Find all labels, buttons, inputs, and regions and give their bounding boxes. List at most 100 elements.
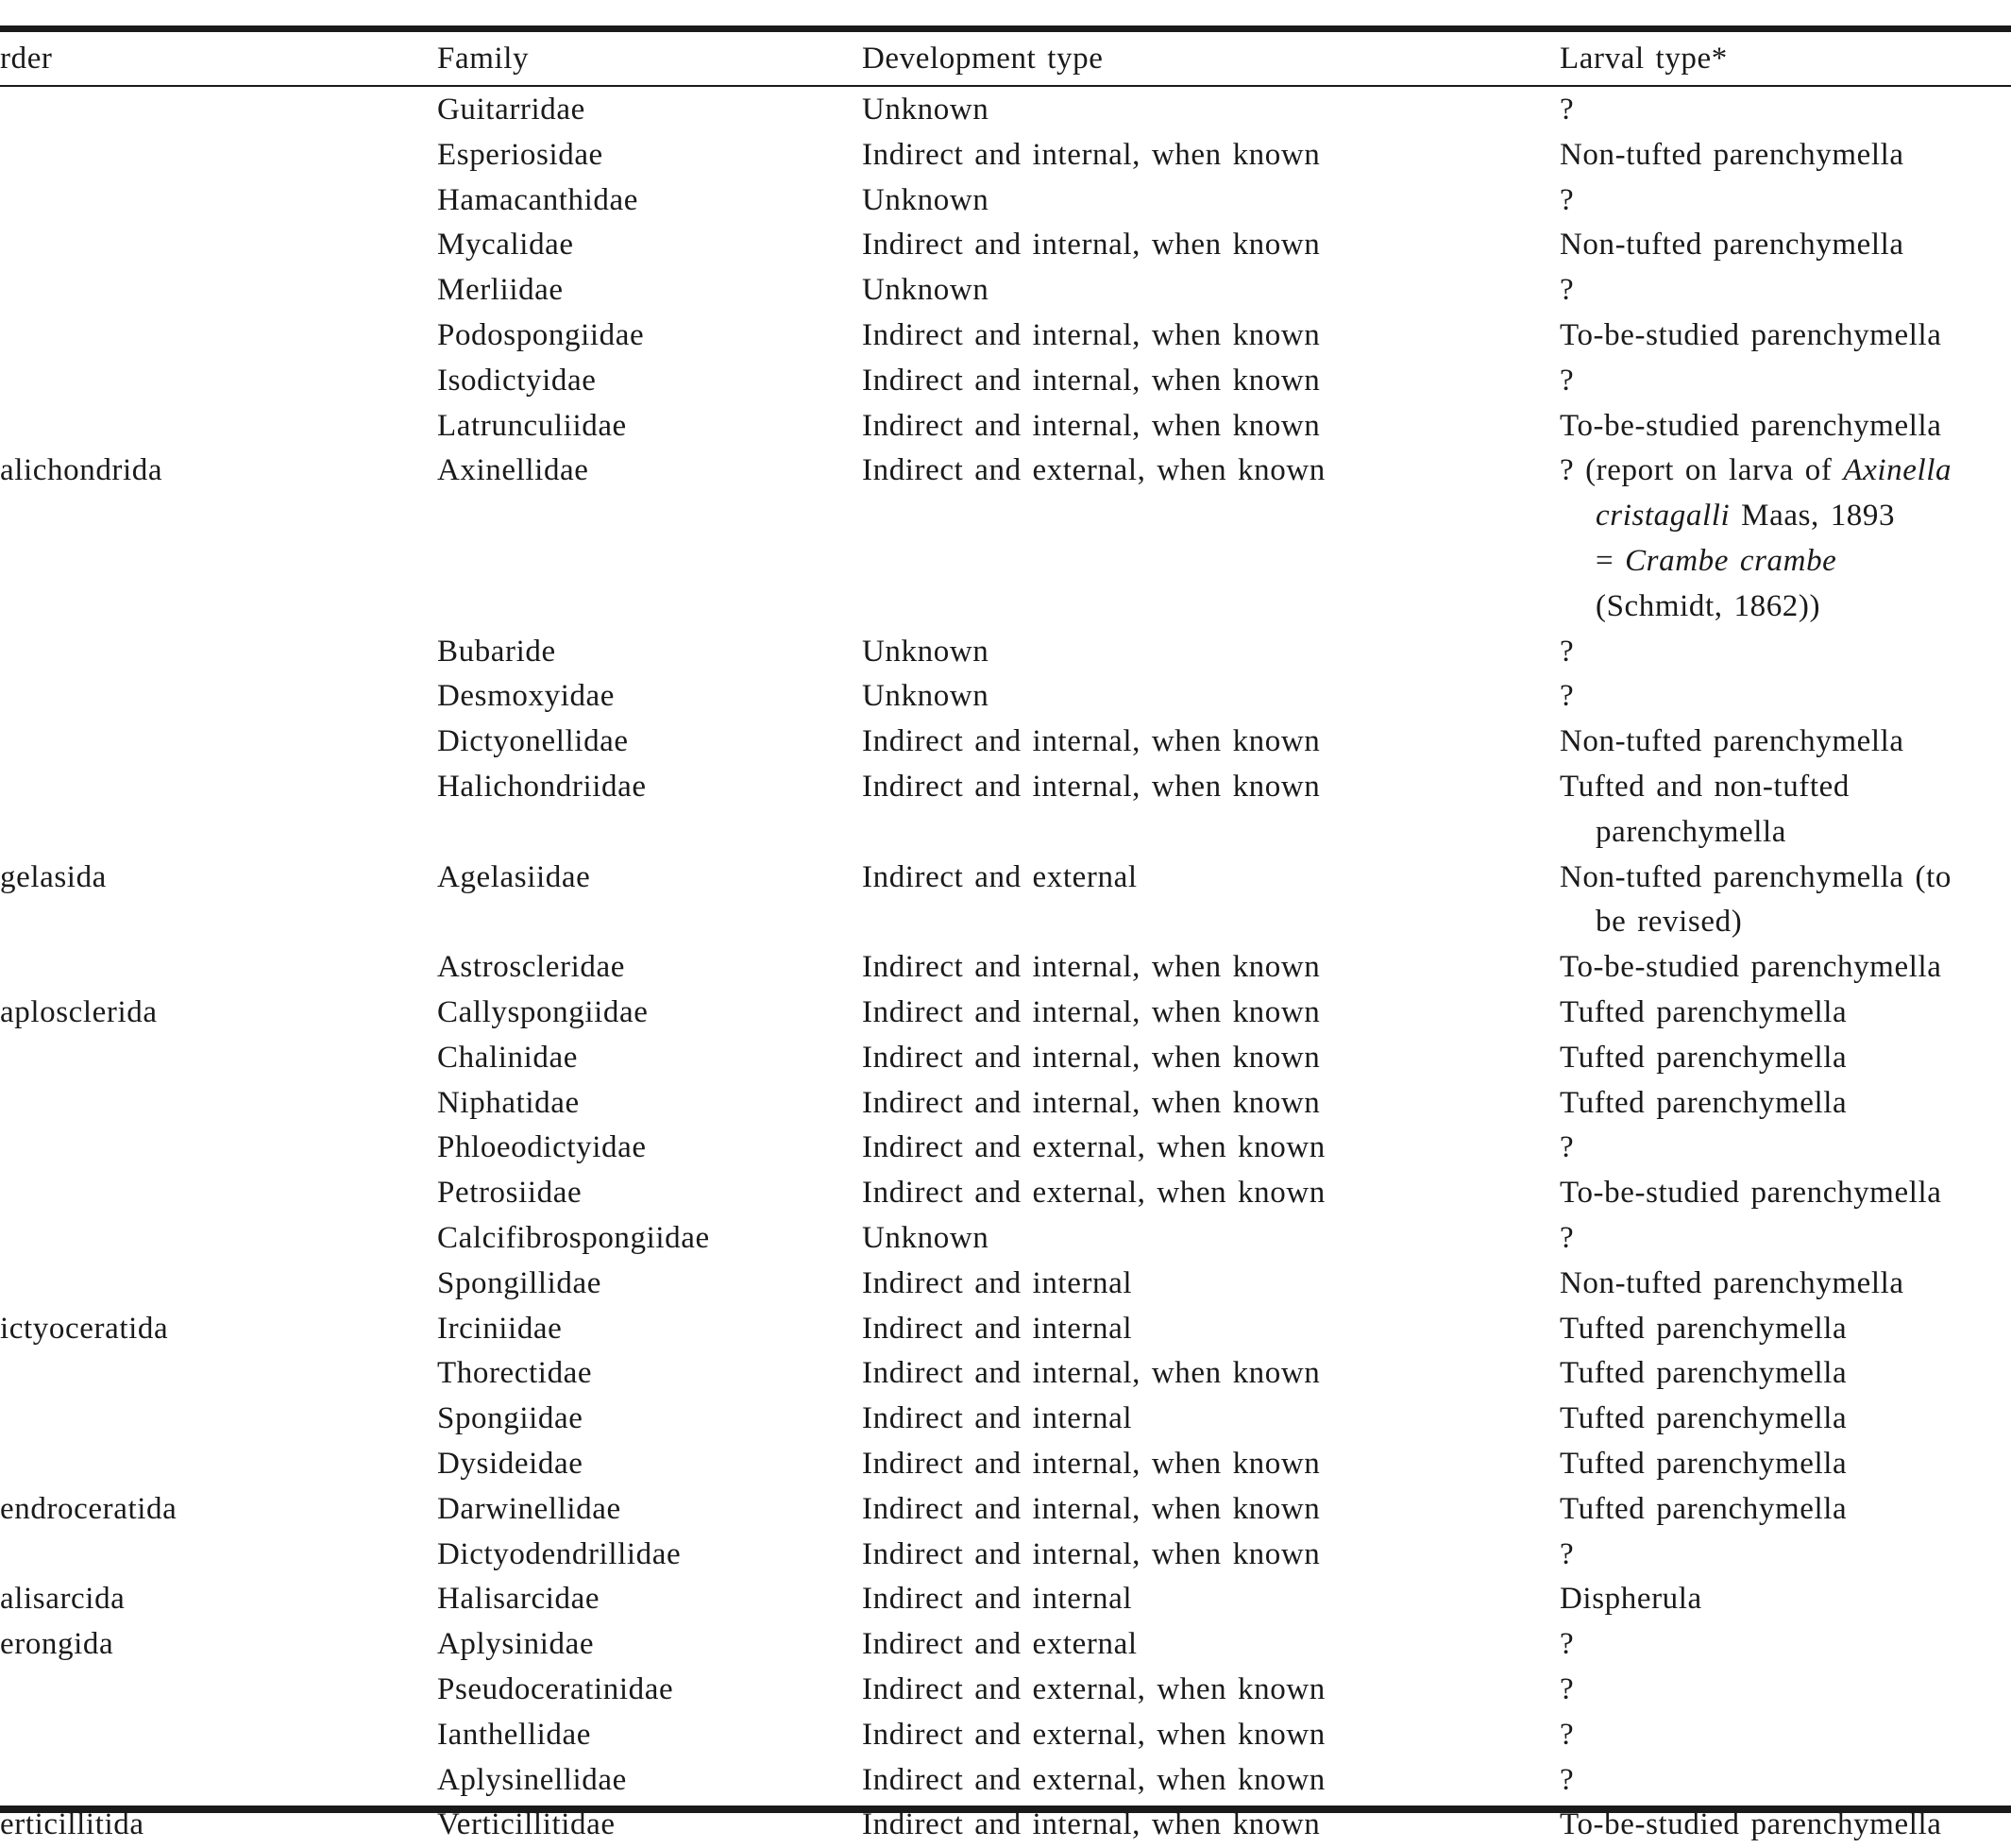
larval-cell: Tufted parenchymella bbox=[1560, 995, 1848, 1029]
order-cell: alichondrida bbox=[0, 453, 163, 488]
development-cell: Unknown bbox=[862, 634, 989, 669]
family-cell: Verticillitidae bbox=[437, 1807, 616, 1842]
family-cell: Dictyodendrillidae bbox=[437, 1536, 682, 1571]
development-cell: Indirect and internal bbox=[862, 1311, 1133, 1346]
larval-cell: be revised) bbox=[1596, 905, 1743, 940]
top-rule bbox=[0, 25, 2011, 32]
larval-cell: Tufted and non-tufted bbox=[1560, 770, 1850, 804]
family-cell: Halisarcidae bbox=[437, 1582, 600, 1617]
larval-cell: To-be-studied parenchymella bbox=[1560, 1176, 1942, 1211]
development-cell: Indirect and internal, when known bbox=[862, 1447, 1321, 1481]
development-cell: Indirect and external, when known bbox=[862, 1176, 1326, 1211]
development-cell: Indirect and internal, when known bbox=[862, 1536, 1321, 1571]
larval-cell: Non-tufted parenchymella bbox=[1560, 228, 1904, 263]
larval-cell: To-be-studied parenchymella bbox=[1560, 1807, 1942, 1842]
order-cell: alisarcida bbox=[0, 1582, 126, 1617]
family-cell: Calcifibrospongiidae bbox=[437, 1221, 710, 1255]
development-cell: Indirect and internal bbox=[862, 1582, 1133, 1617]
development-cell: Indirect and internal, when known bbox=[862, 995, 1321, 1029]
development-cell: Indirect and internal bbox=[862, 1401, 1133, 1436]
taxon-name: cristagalli bbox=[1596, 499, 1731, 534]
development-cell: Indirect and internal, when known bbox=[862, 950, 1321, 985]
family-cell: Petrosiidae bbox=[437, 1176, 583, 1211]
family-cell: Spongiidae bbox=[437, 1401, 583, 1436]
development-cell: Indirect and internal, when known bbox=[862, 363, 1321, 398]
larval-cell: cristagalli Maas, 1893 bbox=[1596, 494, 1895, 539]
larval-cell: ? bbox=[1560, 1221, 1575, 1255]
larval-cell: Non-tufted parenchymella (to bbox=[1560, 859, 1952, 894]
bottom-rule bbox=[0, 1806, 2011, 1813]
family-cell: Desmoxyidae bbox=[437, 679, 616, 714]
larval-cell: Tufted parenchymella bbox=[1560, 1085, 1848, 1120]
development-cell: Indirect and external, when known bbox=[862, 1672, 1326, 1706]
development-cell: Unknown bbox=[862, 93, 989, 127]
family-cell: Thorectidae bbox=[437, 1356, 593, 1391]
larval-cell: ? bbox=[1560, 1627, 1575, 1662]
order-cell: erongida bbox=[0, 1627, 114, 1662]
family-cell: Callyspongiidae bbox=[437, 995, 649, 1029]
larval-cell: Tufted parenchymella bbox=[1560, 1356, 1848, 1391]
larval-cell: ? (report on larva of Axinella bbox=[1560, 449, 1952, 494]
column-header: Family bbox=[437, 42, 530, 76]
family-cell: Ianthellidae bbox=[437, 1717, 591, 1752]
larval-cell: ? bbox=[1560, 679, 1575, 714]
larval-cell: To-be-studied parenchymella bbox=[1560, 318, 1942, 352]
family-cell: Spongillidae bbox=[437, 1265, 602, 1300]
family-cell: Isodictyidae bbox=[437, 363, 597, 398]
larval-cell: (Schmidt, 1862)) bbox=[1596, 588, 1821, 623]
order-cell: ictyoceratida bbox=[0, 1311, 169, 1346]
taxon-name: Crambe crambe bbox=[1625, 544, 1837, 578]
larval-cell: ? bbox=[1560, 1672, 1575, 1706]
development-cell: Indirect and internal, when known bbox=[862, 1356, 1321, 1391]
larval-text: = bbox=[1596, 544, 1626, 578]
development-cell: Indirect and internal, when known bbox=[862, 1491, 1321, 1526]
column-header: rder bbox=[0, 42, 53, 76]
family-cell: Merliidae bbox=[437, 273, 564, 308]
header-rule bbox=[0, 85, 2011, 87]
order-cell: aplosclerida bbox=[0, 995, 158, 1029]
larval-cell: Tufted parenchymella bbox=[1560, 1447, 1848, 1481]
family-cell: Dictyonellidae bbox=[437, 724, 629, 759]
development-cell: Indirect and external, when known bbox=[862, 1130, 1326, 1165]
development-cell: Indirect and internal, when known bbox=[862, 318, 1321, 352]
larval-cell: = Crambe crambe bbox=[1596, 539, 1836, 585]
larval-cell: parenchymella bbox=[1596, 814, 1787, 849]
development-cell: Indirect and external, when known bbox=[862, 1717, 1326, 1752]
larval-cell: ? bbox=[1560, 1130, 1575, 1165]
development-cell: Indirect and external bbox=[862, 859, 1138, 894]
larval-cell: Tufted parenchymella bbox=[1560, 1491, 1848, 1526]
order-cell: gelasida bbox=[0, 859, 107, 894]
larval-cell: ? bbox=[1560, 1536, 1575, 1571]
order-cell: erticillitida bbox=[0, 1807, 144, 1842]
larval-cell: Non-tufted parenchymella bbox=[1560, 724, 1904, 759]
taxon-name: Axinella bbox=[1843, 453, 1952, 488]
larval-text: ? (report on larva of bbox=[1560, 453, 1844, 488]
family-cell: Podospongiidae bbox=[437, 318, 645, 352]
larval-cell: Tufted parenchymella bbox=[1560, 1401, 1848, 1436]
larval-cell: Tufted parenchymella bbox=[1560, 1040, 1848, 1075]
family-cell: Hamacanthidae bbox=[437, 182, 639, 217]
development-cell: Indirect and external bbox=[862, 1627, 1138, 1662]
family-cell: Chalinidae bbox=[437, 1040, 578, 1075]
larval-cell: ? bbox=[1560, 634, 1575, 669]
development-cell: Indirect and internal, when known bbox=[862, 1085, 1321, 1120]
family-cell: Aplysinellidae bbox=[437, 1762, 627, 1797]
development-cell: Indirect and internal, when known bbox=[862, 1807, 1321, 1842]
larval-cell: Dispherula bbox=[1560, 1582, 1702, 1617]
larval-cell: ? bbox=[1560, 1717, 1575, 1752]
development-cell: Indirect and internal, when known bbox=[862, 724, 1321, 759]
development-cell: Unknown bbox=[862, 1221, 989, 1255]
family-cell: Phloeodictyidae bbox=[437, 1130, 647, 1165]
larval-cell: ? bbox=[1560, 363, 1575, 398]
larval-cell: ? bbox=[1560, 182, 1575, 217]
family-cell: Astroscleridae bbox=[437, 950, 625, 985]
family-cell: Niphatidae bbox=[437, 1085, 580, 1120]
larval-cell: ? bbox=[1560, 93, 1575, 127]
family-cell: Halichondriidae bbox=[437, 770, 647, 804]
larval-cell: To-be-studied parenchymella bbox=[1560, 950, 1942, 985]
larval-cell: Tufted parenchymella bbox=[1560, 1311, 1848, 1346]
development-cell: Indirect and internal, when known bbox=[862, 408, 1321, 443]
family-cell: Axinellidae bbox=[437, 453, 589, 488]
larval-cell: ? bbox=[1560, 273, 1575, 308]
family-cell: Guitarridae bbox=[437, 93, 585, 127]
